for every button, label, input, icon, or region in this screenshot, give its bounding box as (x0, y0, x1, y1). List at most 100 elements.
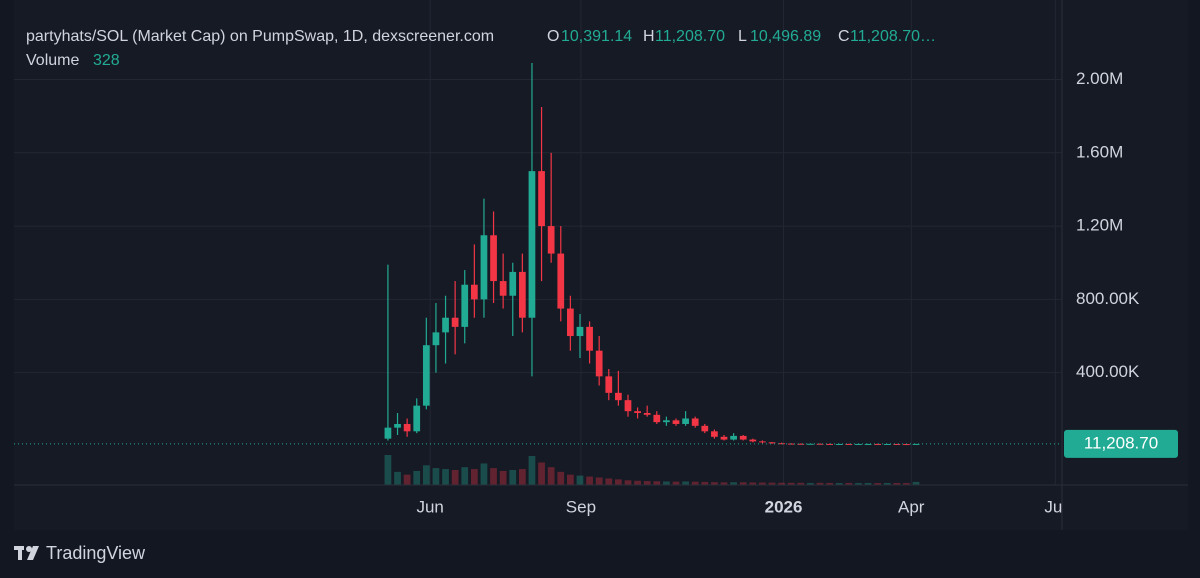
volume-bar (567, 474, 574, 485)
candle-body (797, 443, 805, 445)
candle-body (528, 171, 536, 318)
ohlc-key: C (838, 28, 850, 45)
candle-body (538, 171, 545, 227)
candle-body (643, 412, 651, 415)
y-tick-label: 400.00K (1076, 362, 1140, 381)
volume-bar (701, 481, 709, 485)
candle-body (634, 411, 641, 413)
ohlc-value: 10,391.14 (561, 28, 632, 45)
candle-body (835, 443, 843, 445)
candle-body (586, 326, 593, 351)
ohlc-key: O (547, 28, 559, 45)
x-tick-label: Jul (1044, 497, 1066, 516)
candle-body (499, 281, 507, 296)
volume-bar (653, 481, 661, 485)
candle-body (682, 418, 689, 424)
candle-body (547, 226, 555, 254)
volume-bar (730, 482, 737, 485)
candle-body (432, 332, 440, 346)
ohlc-value: 10,496.89 (750, 28, 821, 45)
volume-bar (759, 482, 766, 485)
volume-bar (557, 471, 565, 485)
candle-body (778, 443, 785, 445)
volume-bar (826, 482, 833, 485)
volume-bar (874, 483, 881, 485)
candle-body (912, 443, 920, 445)
volume-bar (576, 475, 584, 485)
candle-body (422, 345, 430, 406)
candle-body (518, 271, 526, 318)
volume-bar (442, 469, 449, 485)
last-price-tag (1064, 429, 1178, 458)
candle-body (855, 443, 862, 445)
candle-body (605, 376, 613, 393)
candle-body (461, 284, 469, 327)
volume-bar (480, 463, 488, 485)
volume-bar (739, 482, 747, 485)
volume-bar (711, 482, 718, 485)
candle-body (490, 235, 497, 282)
x-tick-label: Apr (898, 497, 925, 516)
volume-bar (403, 474, 411, 485)
ohlc-value: 11,208.70… (850, 28, 936, 45)
candle-body (883, 443, 891, 445)
y-tick-label: 1.20M (1076, 216, 1123, 235)
candle-body (480, 235, 488, 300)
volume-bar (912, 481, 920, 485)
candle-body (720, 436, 728, 440)
volume-bar (903, 483, 910, 485)
volume-bar (528, 455, 536, 485)
candle-body (672, 420, 680, 424)
volume-bar (778, 482, 785, 485)
candle-body (557, 253, 565, 309)
volume-bar (384, 455, 392, 485)
ohlc-key: L (738, 28, 747, 45)
candle-body (903, 444, 910, 446)
candle-body (653, 414, 661, 423)
volume-label: Volume (26, 52, 79, 69)
volume-bar (672, 481, 680, 485)
volume-bar (422, 465, 430, 485)
volume-bar (845, 482, 853, 485)
candle-body (451, 317, 459, 327)
volume-bar (547, 467, 555, 485)
volume-bar (749, 482, 757, 485)
candle-body (384, 427, 392, 439)
volume-bar (413, 470, 421, 485)
volume-bar (394, 471, 401, 485)
volume-bar (586, 476, 593, 485)
volume-bar (883, 482, 891, 485)
volume-bar (624, 480, 632, 485)
volume-bar (720, 482, 728, 485)
logo-part (26, 546, 32, 552)
candle-body (567, 308, 574, 337)
volume-bar (864, 482, 872, 485)
last-price-label: 11,208.70 (1084, 433, 1158, 452)
candle-body (749, 439, 757, 442)
candle-body (509, 271, 517, 296)
candle-body (470, 284, 478, 300)
volume-value: 328 (93, 52, 120, 69)
candle-body (874, 443, 881, 445)
candle-body (691, 418, 699, 426)
volume-bar (605, 478, 613, 485)
volume-bar (595, 477, 603, 485)
volume-bar (470, 469, 478, 485)
volume-bar (835, 483, 843, 485)
volume-bar (663, 481, 670, 485)
candle-body (394, 423, 401, 428)
volume-bar (615, 479, 622, 485)
candle-body (701, 425, 709, 432)
volume-bar (797, 482, 805, 485)
candle-body (615, 392, 622, 401)
volume-bar (807, 482, 814, 485)
volume-bar (461, 467, 469, 485)
candle-body (739, 435, 747, 440)
volume-bar (893, 482, 901, 485)
y-tick-label: 800.00K (1076, 289, 1140, 308)
volume-bar (682, 481, 689, 485)
volume-bar (816, 482, 824, 485)
candle-body (663, 420, 670, 423)
candle-body (787, 443, 795, 445)
